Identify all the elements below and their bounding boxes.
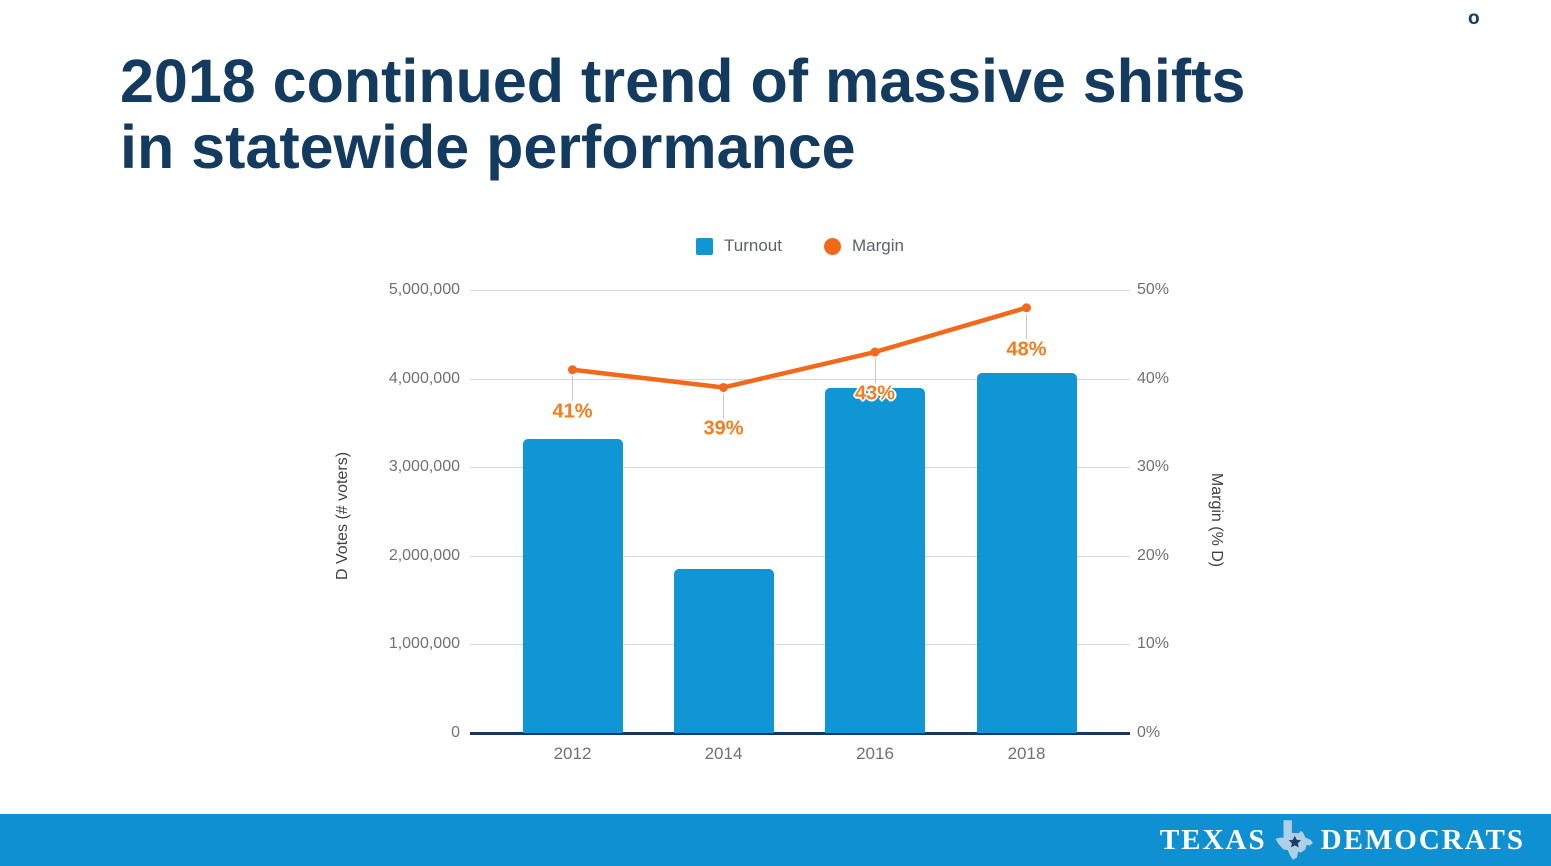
- brand-texas-label: TEXAS: [1159, 823, 1267, 856]
- right-axis-tick-label: 30%: [1137, 458, 1170, 476]
- x-axis-tick-label: 2018: [1007, 744, 1046, 763]
- margin-point-marker: [719, 382, 728, 392]
- left-axis-tick-label: 0: [451, 724, 460, 741]
- right-axis-tick-label: 10%: [1137, 635, 1170, 653]
- slide-title-line2: in statewide performance: [120, 113, 856, 181]
- slide-title-line1: 2018 continued trend of massive shifts: [120, 47, 1246, 115]
- gridline: [470, 555, 1130, 557]
- margin-swatch-icon: [824, 237, 841, 255]
- turnout-bar: [976, 373, 1077, 733]
- margin-data-label: 41%: [552, 400, 593, 423]
- turnout-bar: [522, 438, 623, 733]
- legend-item-turnout: Turnout: [696, 236, 782, 256]
- left-axis-tick-label: 3,000,000: [388, 458, 460, 476]
- texas-democrats-logo: TEXAS DEMOCRATS: [1160, 814, 1525, 866]
- margin-data-label: 48%: [1006, 338, 1047, 361]
- footer-bar: TEXAS DEMOCRATS: [0, 814, 1551, 866]
- x-axis-tick-label: 2012: [553, 744, 592, 763]
- data-label-connector: [723, 393, 724, 419]
- gridline: [470, 290, 1130, 291]
- left-axis-tick-label: 1,000,000: [388, 635, 460, 653]
- turnout-bar: [825, 388, 925, 733]
- turnout-bar: [673, 569, 774, 733]
- legend-label-turnout: Turnout: [724, 236, 782, 255]
- margin-point-marker: [568, 365, 577, 375]
- right-axis-tick-label: 40%: [1137, 369, 1170, 387]
- data-label-connector: [572, 375, 573, 401]
- turnout-swatch-icon: [696, 237, 714, 255]
- chart-legend: Turnout Margin: [470, 234, 1130, 258]
- legend-label-margin: Margin: [852, 236, 904, 255]
- gridline: [470, 467, 1130, 469]
- left-axis-tick-label: 4,000,000: [388, 369, 460, 387]
- x-axis-line: [470, 732, 1130, 735]
- x-axis-tick-label: 2016: [856, 744, 894, 763]
- margin-point-marker: [1022, 303, 1031, 313]
- margin-data-label: 43%: [854, 382, 896, 405]
- slide-title: 2018 continued trend of massive shifts i…: [120, 48, 1480, 180]
- legend-item-margin: Margin: [824, 236, 904, 256]
- gridline: [470, 644, 1130, 646]
- right-axis-tick-label: 50%: [1137, 281, 1170, 298]
- margin-point-marker: [870, 347, 880, 357]
- margin-data-label: 39%: [703, 417, 744, 440]
- texas-state-with-star-icon: [1273, 819, 1315, 861]
- left-axis-tick-label: 2,000,000: [388, 546, 460, 564]
- left-axis-tick-label: 5,000,000: [388, 281, 460, 298]
- right-axis-tick-label: 20%: [1137, 546, 1170, 564]
- x-axis-tick-label: 2014: [704, 744, 743, 763]
- brand-democrats-label: DEMOCRATS: [1320, 823, 1525, 856]
- data-label-connector: [874, 358, 876, 384]
- right-axis-title: Margin (% D): [1208, 472, 1225, 568]
- right-axis-tick-label: 0%: [1137, 724, 1161, 741]
- corner-o-mark: o: [1468, 8, 1480, 29]
- data-label-connector: [1026, 313, 1027, 339]
